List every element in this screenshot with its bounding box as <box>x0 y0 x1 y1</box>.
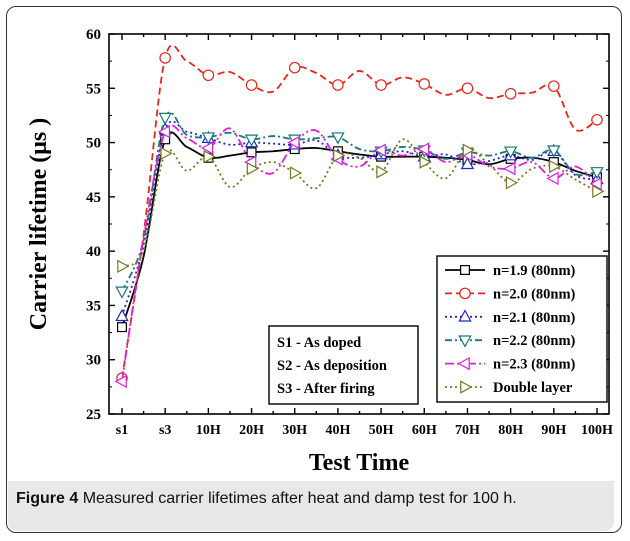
data-point <box>590 167 604 180</box>
data-point <box>116 322 127 333</box>
x-tick-label: s3 <box>159 423 171 438</box>
x-tick-label: 20H <box>239 423 264 438</box>
annotation-box: S1 - As doped S2 - As deposition S3 - Afte… <box>268 325 419 405</box>
x-tick-label: 30H <box>282 423 307 438</box>
legend-marker <box>460 380 473 394</box>
data-point <box>246 147 257 158</box>
x-tick-label: 90H <box>541 423 566 438</box>
data-point <box>245 79 258 91</box>
chart-axes: 25 30 35 40 45 50 55 60 s1 s3 10H 20H 30H 40H 50H 60H 70… <box>26 27 613 476</box>
data-point <box>246 161 259 176</box>
data-point <box>592 184 605 199</box>
legend-label: n=2.2 (80nm) <box>493 333 576 349</box>
data-point <box>244 134 259 147</box>
data-point <box>159 52 171 64</box>
data-point <box>160 146 173 161</box>
legend-marker <box>458 309 472 322</box>
data-point <box>504 87 517 100</box>
series-line <box>121 124 598 382</box>
annotation-frame <box>268 325 419 405</box>
data-point <box>505 176 519 190</box>
data-point <box>461 82 474 95</box>
data-point <box>460 156 475 170</box>
data-point <box>503 161 516 176</box>
x-axis-title: Test Time <box>309 450 410 476</box>
line-chart: 25 30 35 40 45 50 55 60 s1 s3 10H 20H 30H 40H 50H 60H 70… <box>26 27 613 476</box>
caption-text: Measured carrier lifetimes after heat an… <box>82 490 517 507</box>
x-tick-label: 70H <box>455 423 480 438</box>
caption-label: Figure 4 <box>16 490 79 507</box>
data-point <box>289 166 303 180</box>
caption-box <box>8 481 614 531</box>
data-point <box>202 69 215 82</box>
y-tick-label: 50 <box>86 136 101 152</box>
y-tick-label: 40 <box>86 244 101 260</box>
y-tick-label: 35 <box>86 298 101 314</box>
data-point <box>376 165 389 179</box>
data-point <box>418 78 431 90</box>
series-layer <box>114 44 605 389</box>
y-tick-label: 55 <box>86 81 101 97</box>
data-point <box>547 145 561 158</box>
series-5 <box>114 124 602 389</box>
legend-marker <box>460 265 471 276</box>
data-point <box>373 143 386 157</box>
data-point <box>548 80 560 92</box>
annotation-line: S1 - As doped <box>277 335 361 351</box>
data-point <box>416 142 430 156</box>
x-tick-label: 10H <box>196 423 221 438</box>
figure-caption: Figure 4 Measured carrier lifetimes afte… <box>16 488 606 509</box>
data-point <box>546 171 559 186</box>
data-point <box>591 113 603 126</box>
data-point <box>549 159 562 174</box>
series-6 <box>117 138 605 274</box>
series-line <box>121 111 598 292</box>
x-tick-label: 100H <box>581 423 613 438</box>
data-point <box>115 308 129 322</box>
y-tick-label: 45 <box>86 190 101 206</box>
data-point <box>503 146 518 159</box>
data-point <box>288 61 301 74</box>
y-tick-label: 60 <box>86 27 101 43</box>
legend-label: n=1.9 (80nm) <box>493 263 576 279</box>
legend-label: n=2.1 (80nm) <box>493 310 576 326</box>
legend-label: Double layer <box>493 380 573 396</box>
data-point <box>375 79 387 91</box>
data-point <box>201 132 216 145</box>
legend-marker <box>458 335 472 348</box>
data-point <box>157 125 170 139</box>
data-point <box>332 79 344 91</box>
data-point <box>287 135 300 150</box>
data-point <box>333 148 346 163</box>
legend: n=1.9 (80nm) n=2.0 (80nm) n=2.1 (80nm) n=2.… <box>436 255 608 403</box>
data-point <box>331 132 345 145</box>
legend-marker <box>457 356 470 371</box>
data-point <box>419 155 432 169</box>
y-tick-label: 25 <box>86 407 101 423</box>
x-tick-label: 60H <box>412 423 437 438</box>
legend-label: n=2.0 (80nm) <box>493 286 576 302</box>
y-axis-title: Carrier lifetime (μs ) <box>26 118 52 330</box>
legend-marker <box>459 287 471 300</box>
annotation-line: S2 - As deposition <box>277 358 387 374</box>
series-4 <box>115 111 604 299</box>
x-tick-label: 50H <box>369 423 394 438</box>
data-point <box>158 112 172 126</box>
legend-label: n=2.3 (80nm) <box>493 357 576 373</box>
x-tick-label: 40H <box>325 423 350 438</box>
data-point <box>462 143 475 157</box>
data-point <box>114 374 127 389</box>
data-point <box>589 177 602 191</box>
series-2 <box>116 44 603 384</box>
data-point <box>200 141 214 155</box>
data-point <box>203 149 216 164</box>
x-tick-label: 80H <box>498 423 523 438</box>
x-tick-label: s1 <box>116 423 128 438</box>
legend-box <box>436 255 608 403</box>
y-tick-label: 30 <box>86 353 101 369</box>
annotation-line: S3 - After firing <box>277 381 375 397</box>
data-point <box>115 286 129 299</box>
data-point <box>117 259 130 274</box>
